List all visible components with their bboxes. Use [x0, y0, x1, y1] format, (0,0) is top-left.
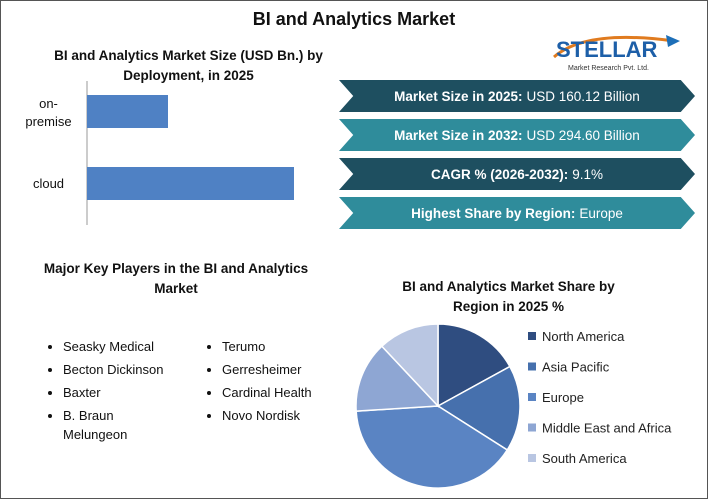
pie-slice [355, 405, 509, 489]
legend-label: South America [542, 451, 627, 466]
logo-arrow [666, 35, 680, 47]
stat-value: 9.1% [572, 166, 604, 182]
players-list: Terumo Gerresheimer Cardinal Health Novo No… [208, 337, 312, 429]
bar [87, 167, 294, 200]
player: Cardinal Health [222, 383, 312, 402]
stat-label: Market Size in 2025: [394, 88, 523, 104]
player: Terumo [222, 337, 312, 356]
logo: STELLAR Market Research Pvt. Ltd. [553, 35, 680, 72]
category-label: on-premise [25, 96, 72, 129]
legend-label: Middle East and Africa [542, 421, 672, 436]
page-title: BI and Analytics Market [252, 9, 456, 29]
player: Gerresheimer [222, 360, 312, 379]
pie-chart: North America Asia Pacific Europe Middle Ea… [355, 323, 672, 489]
bar-chart-title: BI and Analytics Market Size (USD Bn.) b… [54, 48, 323, 83]
legend-swatch [528, 423, 536, 432]
stat-banner: Highest Share by Region: Europe [339, 197, 695, 229]
pie-slice [355, 345, 440, 412]
legend-swatch [528, 332, 536, 340]
legend-swatch [528, 362, 536, 371]
legend-label: Europe [542, 390, 584, 405]
legend-label: Asia Pacific [542, 360, 610, 375]
stat-value: USD 294.60 Billion [526, 127, 640, 143]
stat-banner: CAGR % (2026-2032): 9.1% [339, 158, 695, 190]
players-title: Major Key Players in the BI and Analytic… [43, 261, 309, 296]
players-list: Seasky Medical Becton Dickinson Baxter B. B… [49, 337, 173, 448]
legend-swatch [528, 393, 536, 401]
player: Baxter [63, 383, 173, 402]
legend-label: North America [542, 329, 625, 344]
stat-banner: Market Size in 2025: USD 160.12 Billion [339, 80, 695, 112]
bar [87, 95, 168, 128]
pie-slice [380, 323, 439, 408]
player: Seasky Medical [63, 337, 173, 356]
logo-tagline: Market Research Pvt. Ltd. [568, 65, 649, 72]
stat-label: Market Size in 2032: [394, 127, 523, 143]
stat-label: CAGR % (2026-2032): [430, 166, 569, 182]
stat-banner: Market Size in 2032: USD 294.60 Billion [339, 119, 695, 151]
pie-slice [436, 365, 521, 451]
player: Becton Dickinson [63, 360, 173, 379]
pie-slice [437, 323, 511, 408]
logo-swoosh [553, 35, 675, 59]
player: Novo Nordisk [222, 406, 312, 425]
bar-chart [86, 81, 294, 225]
stat-value: USD 160.12 Billion [526, 88, 640, 104]
logo-name: STELLAR [556, 37, 658, 62]
stat-value: Europe [579, 205, 623, 221]
stat-label: Highest Share by Region: [411, 205, 576, 221]
category-label: cloud [32, 176, 65, 191]
player: B. Braun Melungeon [63, 406, 173, 444]
legend-swatch [528, 454, 536, 462]
pie-chart-title: BI and Analytics Market Share by Region … [402, 279, 615, 314]
